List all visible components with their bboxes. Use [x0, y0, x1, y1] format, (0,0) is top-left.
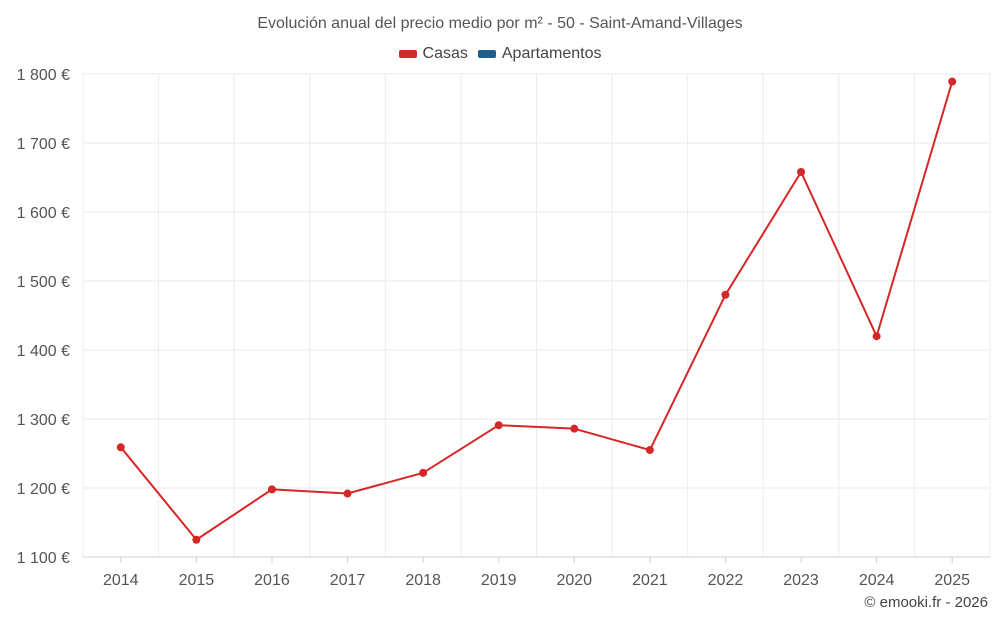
chart-legend: Casas Apartamentos [0, 45, 1000, 63]
legend-label-casas: Casas [422, 45, 468, 62]
y-tick-label: 1 100 € [17, 550, 70, 567]
x-tick-label: 2018 [405, 572, 441, 589]
legend-item-casas[interactable]: Casas [398, 45, 468, 63]
x-tick-label: 2025 [934, 572, 970, 589]
legend-swatch-casas [398, 50, 417, 58]
y-tick-label: 1 300 € [17, 412, 70, 429]
data-point [797, 167, 806, 176]
x-tick-label: 2022 [708, 572, 744, 589]
data-point [494, 421, 503, 430]
data-point [948, 77, 957, 86]
x-tick-label: 2023 [783, 572, 819, 589]
data-point [192, 535, 201, 544]
chart-title: Evolución anual del precio medio por m² … [257, 15, 743, 32]
x-tick-label: 2020 [556, 572, 592, 589]
y-tick-label: 1 500 € [17, 274, 70, 291]
credit-text: © emooki.fr - 2026 [864, 594, 988, 611]
data-point [267, 485, 276, 494]
x-tick-label: 2017 [330, 572, 366, 589]
y-tick-label: 1 700 € [17, 136, 70, 153]
x-tick-label: 2019 [481, 572, 517, 589]
legend-swatch-apartamentos [477, 50, 496, 58]
data-point [872, 332, 881, 341]
y-tick-label: 1 800 € [17, 67, 70, 84]
data-point [116, 443, 125, 452]
legend-item-apartamentos[interactable]: Apartamentos [477, 45, 602, 63]
x-tick-label: 2024 [859, 572, 895, 589]
data-point [343, 489, 352, 498]
data-point [721, 290, 730, 299]
data-point [570, 424, 579, 433]
y-tick-label: 1 600 € [17, 205, 70, 222]
x-tick-label: 2016 [254, 572, 290, 589]
x-tick-label: 2021 [632, 572, 668, 589]
x-tick-label: 2014 [103, 572, 139, 589]
y-tick-label: 1 400 € [17, 343, 70, 360]
y-tick-label: 1 200 € [17, 481, 70, 498]
legend-label-apartamentos: Apartamentos [501, 45, 602, 62]
data-point [645, 446, 654, 455]
data-point [419, 468, 428, 477]
x-tick-label: 2015 [179, 572, 215, 589]
series-line-casas [120, 81, 954, 541]
